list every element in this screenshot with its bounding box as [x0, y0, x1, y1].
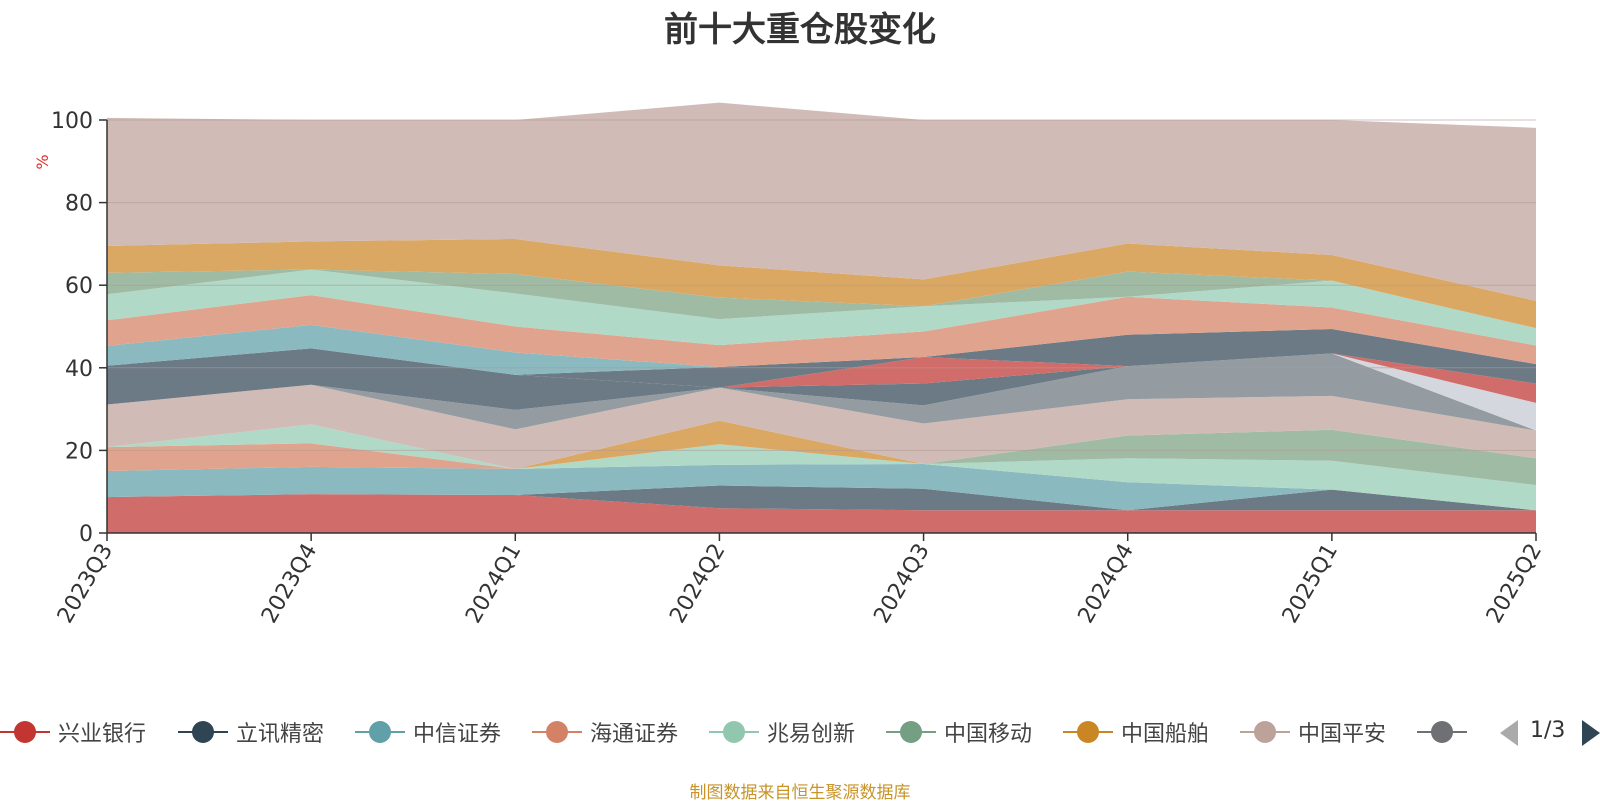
- area-series-12: [107, 328, 1536, 388]
- x-tick-label: 2023Q4: [257, 540, 322, 628]
- legend-items: 兴业银行 立讯精密 中信证券 海通证券 兆易创新 中国移动 中国船舶 中国平安: [0, 712, 1468, 752]
- x-tick-label: 2024Q4: [1074, 540, 1139, 628]
- legend-marker-icon: [1417, 712, 1467, 752]
- area-series-17: [107, 238, 1536, 329]
- area-series-10: [107, 348, 1536, 410]
- legend-label: 中国平安: [1298, 722, 1387, 747]
- area-series-4: [107, 424, 1536, 511]
- y-tick-label: 80: [65, 192, 93, 217]
- area-series-8: [107, 353, 1536, 431]
- legend-label: 中信证券: [413, 722, 502, 747]
- legend-prev-arrow-icon[interactable]: [1500, 720, 1518, 746]
- data-source-note: 制图数据来自恒生聚源数据库: [689, 783, 911, 803]
- legend-marker-icon: [886, 712, 936, 752]
- legend: 兴业银行 立讯精密 中信证券 海通证券 兆易创新 中国移动 中国船舶 中国平安 1/3: [0, 712, 1600, 752]
- legend-marker-icon: [532, 712, 582, 752]
- legend-item[interactable]: 立讯精密: [178, 712, 324, 752]
- legend-item[interactable]: 中国移动: [886, 712, 1032, 752]
- legend-label: 兴业银行: [58, 722, 147, 747]
- x-tick-label: 2024Q1: [461, 540, 526, 628]
- legend-label: 中国船舶: [1121, 722, 1210, 747]
- area-series-14: [107, 295, 1536, 367]
- legend-marker-icon: [1240, 712, 1290, 752]
- area-series-7: [107, 384, 1536, 469]
- area-series-5: [107, 424, 1536, 486]
- x-tick-label: 2024Q3: [869, 540, 934, 628]
- y-tick-label: 100: [51, 109, 93, 134]
- legend-item[interactable]: 兴业银行: [0, 712, 146, 752]
- legend-item[interactable]: 中国平安: [1240, 712, 1386, 752]
- y-tick-label: 20: [65, 439, 93, 464]
- y-tick-label: 40: [65, 357, 93, 382]
- area-series-13: [107, 324, 1536, 375]
- area-series-15: [107, 269, 1536, 346]
- legend-marker-icon: [355, 712, 405, 752]
- area-series-18: [107, 102, 1536, 301]
- area-series-11: [107, 348, 1536, 403]
- legend-marker-icon: [0, 712, 50, 752]
- y-tick-label: 60: [65, 274, 93, 299]
- x-tick-label: 2024Q2: [665, 540, 730, 628]
- legend-marker-icon: [178, 712, 228, 752]
- area-layers: [107, 102, 1536, 533]
- legend-item[interactable]: 兆易创新: [709, 712, 855, 752]
- chart-title: 前十大重仓股变化: [664, 10, 936, 50]
- area-series-2: [107, 464, 1536, 511]
- legend-item[interactable]: 海通证券: [532, 712, 678, 752]
- legend-marker-icon: [1063, 712, 1113, 752]
- legend-item[interactable]: 中国船舶: [1063, 712, 1209, 752]
- x-tick-label: 2025Q1: [1278, 540, 1343, 628]
- legend-item[interactable]: 中信证券: [355, 712, 501, 752]
- legend-marker-icon: [709, 712, 759, 752]
- x-tick-label: 2025Q2: [1482, 540, 1547, 628]
- legend-label: 兆易创新: [767, 722, 856, 747]
- area-series-6: [107, 420, 1536, 469]
- legend-label: 立讯精密: [236, 722, 325, 747]
- area-series-0: [107, 494, 1536, 533]
- grid-lines: [107, 119, 1536, 451]
- area-series-16: [107, 269, 1536, 329]
- legend-label: 海通证券: [590, 722, 679, 747]
- y-tick-label: 0: [79, 522, 93, 547]
- legend-item[interactable]: [1417, 712, 1468, 752]
- legend-label: 中国移动: [944, 722, 1033, 747]
- y-axis-label: %: [33, 154, 52, 169]
- legend-next-arrow-icon[interactable]: [1582, 720, 1600, 746]
- x-tick-label: 2023Q3: [53, 540, 118, 628]
- area-series-1: [107, 485, 1536, 511]
- stacked-area-chart: 0 20 40 60 80 100 2023Q3 2023Q4 2024Q1 2024Q2 2024…: [33, 102, 1547, 628]
- legend-page-indicator: 1/3: [1530, 718, 1566, 743]
